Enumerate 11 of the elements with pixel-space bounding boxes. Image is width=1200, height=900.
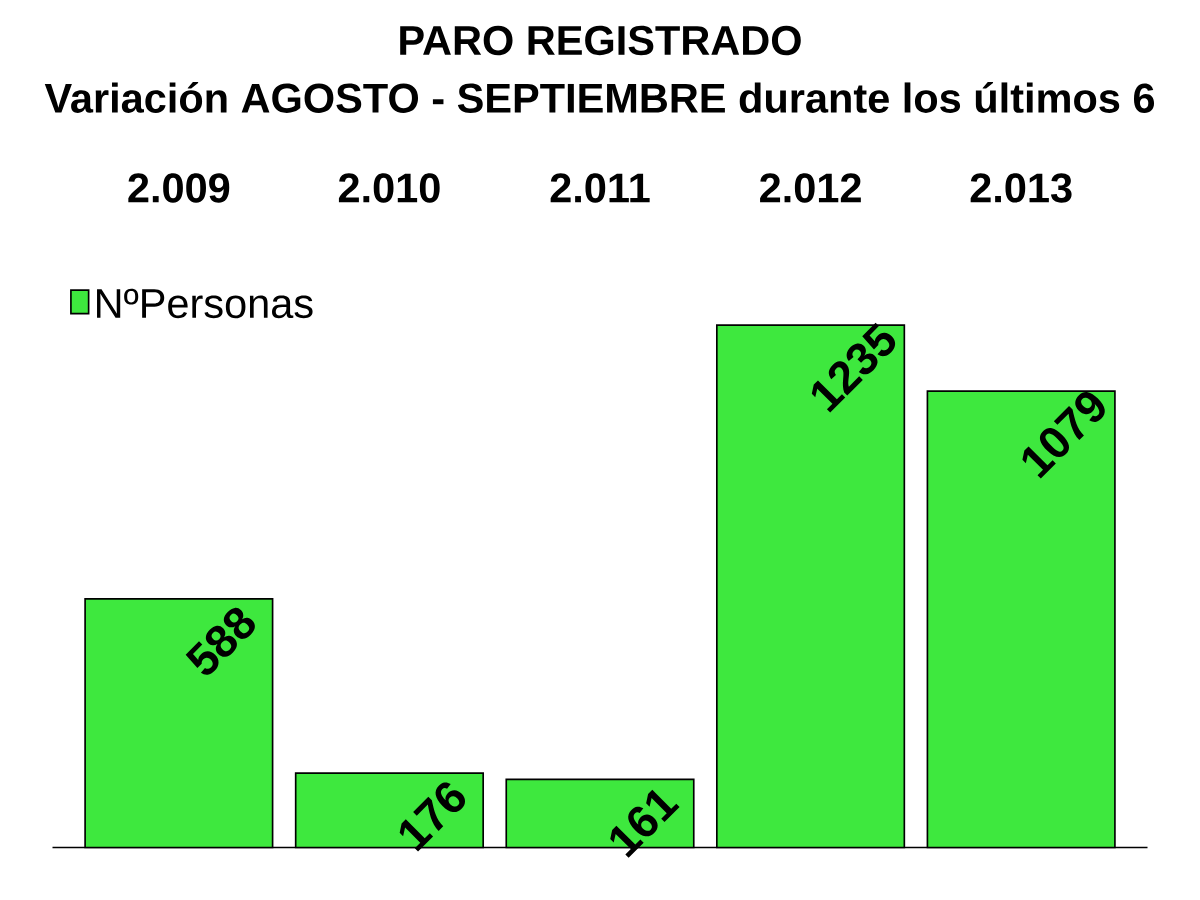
chart-title: PARO REGISTRADO [400, 25, 801, 56]
x-tick-label: 2.009 [128, 173, 230, 203]
data-label: 161 [610, 789, 680, 858]
x-tick-label: 2.012 [760, 173, 861, 203]
x-tick-label: 2.010 [338, 173, 440, 203]
x-tick-label: 2.013 [970, 173, 1072, 203]
data-label: 588 [185, 607, 255, 675]
x-tick-label: 2.011 [550, 173, 650, 203]
chart-subtitle: Variación AGOSTO - SEPTIEMBRE durante los últimos 6 [44, 82, 1155, 113]
legend-label: NºPersonas [97, 288, 313, 319]
data-label: 176 [399, 782, 466, 852]
